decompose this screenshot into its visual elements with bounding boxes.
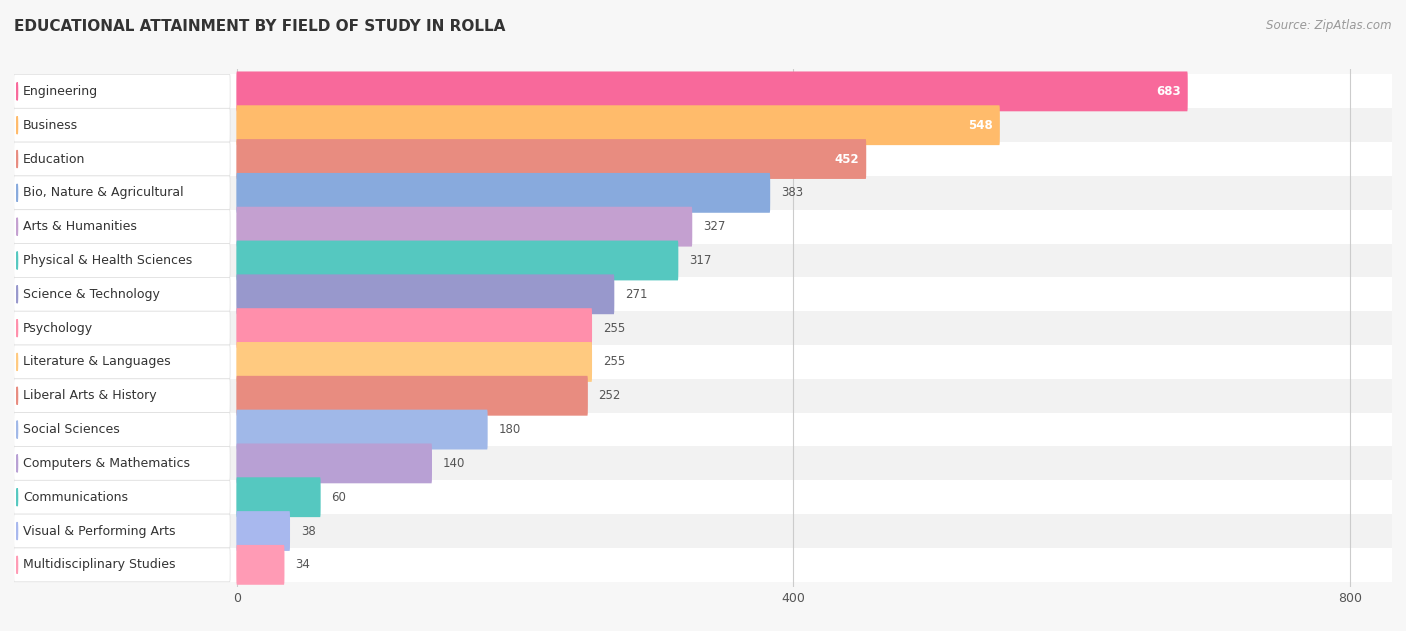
Text: 255: 255: [603, 355, 626, 369]
Bar: [14, 514, 1392, 548]
Text: Education: Education: [22, 153, 86, 165]
Text: Social Sciences: Social Sciences: [22, 423, 120, 436]
FancyBboxPatch shape: [14, 176, 231, 209]
Bar: [14, 480, 1392, 514]
Text: 317: 317: [689, 254, 711, 267]
FancyBboxPatch shape: [236, 444, 432, 483]
Bar: [14, 176, 1392, 209]
Bar: [14, 209, 1392, 244]
Text: Psychology: Psychology: [22, 322, 93, 334]
Bar: [14, 142, 1392, 176]
Bar: [14, 109, 1392, 142]
FancyBboxPatch shape: [14, 142, 231, 176]
Text: 271: 271: [626, 288, 648, 301]
FancyBboxPatch shape: [236, 173, 770, 213]
Text: Multidisciplinary Studies: Multidisciplinary Studies: [22, 558, 176, 571]
FancyBboxPatch shape: [14, 413, 231, 447]
FancyBboxPatch shape: [14, 447, 231, 480]
Text: 252: 252: [599, 389, 621, 402]
FancyBboxPatch shape: [236, 410, 488, 449]
Text: 255: 255: [603, 322, 626, 334]
Text: 38: 38: [301, 524, 315, 538]
Text: 548: 548: [967, 119, 993, 132]
FancyBboxPatch shape: [236, 342, 592, 382]
FancyBboxPatch shape: [14, 379, 231, 413]
FancyBboxPatch shape: [14, 278, 231, 311]
Text: 180: 180: [498, 423, 520, 436]
Bar: [14, 244, 1392, 278]
FancyBboxPatch shape: [236, 376, 588, 416]
FancyBboxPatch shape: [236, 71, 1188, 111]
FancyBboxPatch shape: [14, 244, 231, 278]
FancyBboxPatch shape: [236, 308, 592, 348]
Text: Arts & Humanities: Arts & Humanities: [22, 220, 136, 233]
Bar: [14, 74, 1392, 109]
FancyBboxPatch shape: [14, 74, 231, 109]
Text: 452: 452: [834, 153, 859, 165]
FancyBboxPatch shape: [236, 240, 678, 280]
FancyBboxPatch shape: [14, 311, 231, 345]
FancyBboxPatch shape: [236, 477, 321, 517]
Text: 34: 34: [295, 558, 311, 571]
Text: Science & Technology: Science & Technology: [22, 288, 160, 301]
FancyBboxPatch shape: [236, 274, 614, 314]
Bar: [14, 278, 1392, 311]
FancyBboxPatch shape: [14, 480, 231, 514]
Text: Liberal Arts & History: Liberal Arts & History: [22, 389, 157, 402]
Text: 383: 383: [780, 186, 803, 199]
Bar: [14, 379, 1392, 413]
Text: Source: ZipAtlas.com: Source: ZipAtlas.com: [1267, 19, 1392, 32]
Bar: [14, 345, 1392, 379]
Text: 140: 140: [443, 457, 465, 470]
Text: 60: 60: [332, 491, 346, 504]
Text: 683: 683: [1156, 85, 1181, 98]
Text: Visual & Performing Arts: Visual & Performing Arts: [22, 524, 176, 538]
Text: Literature & Languages: Literature & Languages: [22, 355, 170, 369]
Text: EDUCATIONAL ATTAINMENT BY FIELD OF STUDY IN ROLLA: EDUCATIONAL ATTAINMENT BY FIELD OF STUDY…: [14, 19, 505, 34]
Text: 327: 327: [703, 220, 725, 233]
FancyBboxPatch shape: [236, 545, 284, 585]
FancyBboxPatch shape: [14, 514, 231, 548]
FancyBboxPatch shape: [14, 209, 231, 244]
Bar: [14, 413, 1392, 447]
FancyBboxPatch shape: [14, 548, 231, 582]
Text: Bio, Nature & Agricultural: Bio, Nature & Agricultural: [22, 186, 184, 199]
Text: Communications: Communications: [22, 491, 128, 504]
FancyBboxPatch shape: [236, 511, 290, 551]
Bar: [14, 311, 1392, 345]
Bar: [14, 447, 1392, 480]
Text: Computers & Mathematics: Computers & Mathematics: [22, 457, 190, 470]
Text: Engineering: Engineering: [22, 85, 98, 98]
Text: Business: Business: [22, 119, 79, 132]
FancyBboxPatch shape: [14, 109, 231, 142]
Bar: [14, 548, 1392, 582]
FancyBboxPatch shape: [236, 139, 866, 179]
FancyBboxPatch shape: [236, 207, 692, 247]
FancyBboxPatch shape: [14, 345, 231, 379]
FancyBboxPatch shape: [236, 105, 1000, 145]
Text: Physical & Health Sciences: Physical & Health Sciences: [22, 254, 193, 267]
